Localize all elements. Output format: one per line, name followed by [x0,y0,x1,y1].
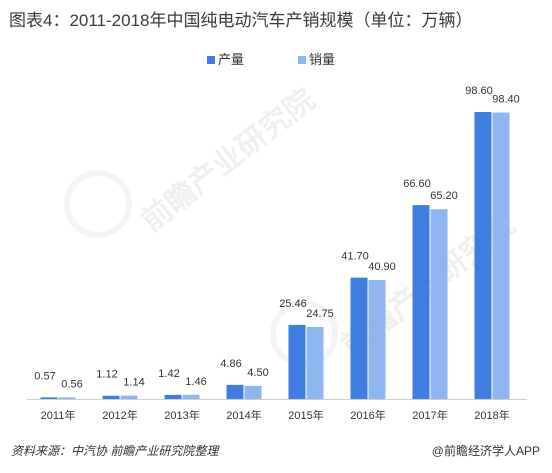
x-tick-label-4: 2015年 [288,408,323,422]
bar-production-6 [412,205,430,399]
bar-production-5 [350,277,368,399]
bar-production-1 [102,395,120,399]
value-label-sales-3: 4.50 [247,367,268,379]
value-label-sales-2: 1.46 [185,376,206,388]
bar-production-2 [164,394,182,399]
legend-label-sales: 销量 [309,52,335,67]
category-labels-group: 2011年 2012年 2013年 2014年 2015年 2016年 2017年 2018年 [41,408,510,422]
bar-sales-1 [120,395,138,399]
value-label-sales-4: 24.75 [306,308,334,320]
legend-label-production: 产量 [218,52,244,67]
x-tick-label-5: 2016年 [350,408,385,422]
brand-note: @前瞻经济学人APP [431,444,540,458]
x-tick-label-1: 2012年 [102,408,137,422]
legend-swatch-production [207,56,215,64]
value-label-production-4: 25.46 [279,298,307,310]
x-tick-label-7: 2018年 [474,408,509,422]
x-tick-label-0: 2011年 [41,408,76,422]
chart-title: 图表4：2011-2018年中国纯电动汽车产销规模（单位：万辆） [9,11,473,30]
bar-sales-3 [244,385,262,399]
bar-sales-2 [182,394,200,399]
x-tick-label-6: 2017年 [412,408,447,422]
bars-group [40,112,510,399]
value-label-sales-1: 1.14 [123,377,144,389]
bar-sales-6 [430,209,448,399]
value-label-production-7: 98.60 [465,85,493,97]
value-label-sales-6: 65.20 [430,190,458,202]
bar-sales-7 [492,112,510,399]
bar-sales-5 [368,279,386,399]
value-labels-group: 0.57 0.56 1.12 1.14 1.42 1.46 4.86 4.50 25.4624.… [34,85,519,390]
value-label-production-3: 4.86 [220,358,241,370]
watermark-logo [64,170,132,238]
bar-sales-4 [306,326,324,399]
legend-swatch-sales [298,56,306,64]
value-label-production-2: 1.42 [158,368,179,380]
bar-production-0 [40,397,58,399]
bar-sales-0 [58,397,76,399]
value-label-sales-0: 0.56 [61,378,82,390]
value-label-sales-7: 98.40 [492,94,520,106]
bar-production-4 [288,324,306,399]
bar-production-3 [226,384,244,399]
source-note: 资料来源：中汽协 前瞻产业研究院整理 [11,444,219,458]
bar-production-7 [474,112,492,399]
legend: 产量 销量 [207,52,335,67]
x-tick-label-3: 2014年 [226,408,261,422]
value-label-sales-5: 40.90 [368,261,396,273]
value-label-production-5: 41.70 [341,251,369,263]
x-tick-label-2: 2013年 [164,408,199,422]
value-label-production-0: 0.57 [34,370,55,382]
value-label-production-6: 66.60 [403,178,431,190]
value-label-production-1: 1.12 [96,369,117,381]
